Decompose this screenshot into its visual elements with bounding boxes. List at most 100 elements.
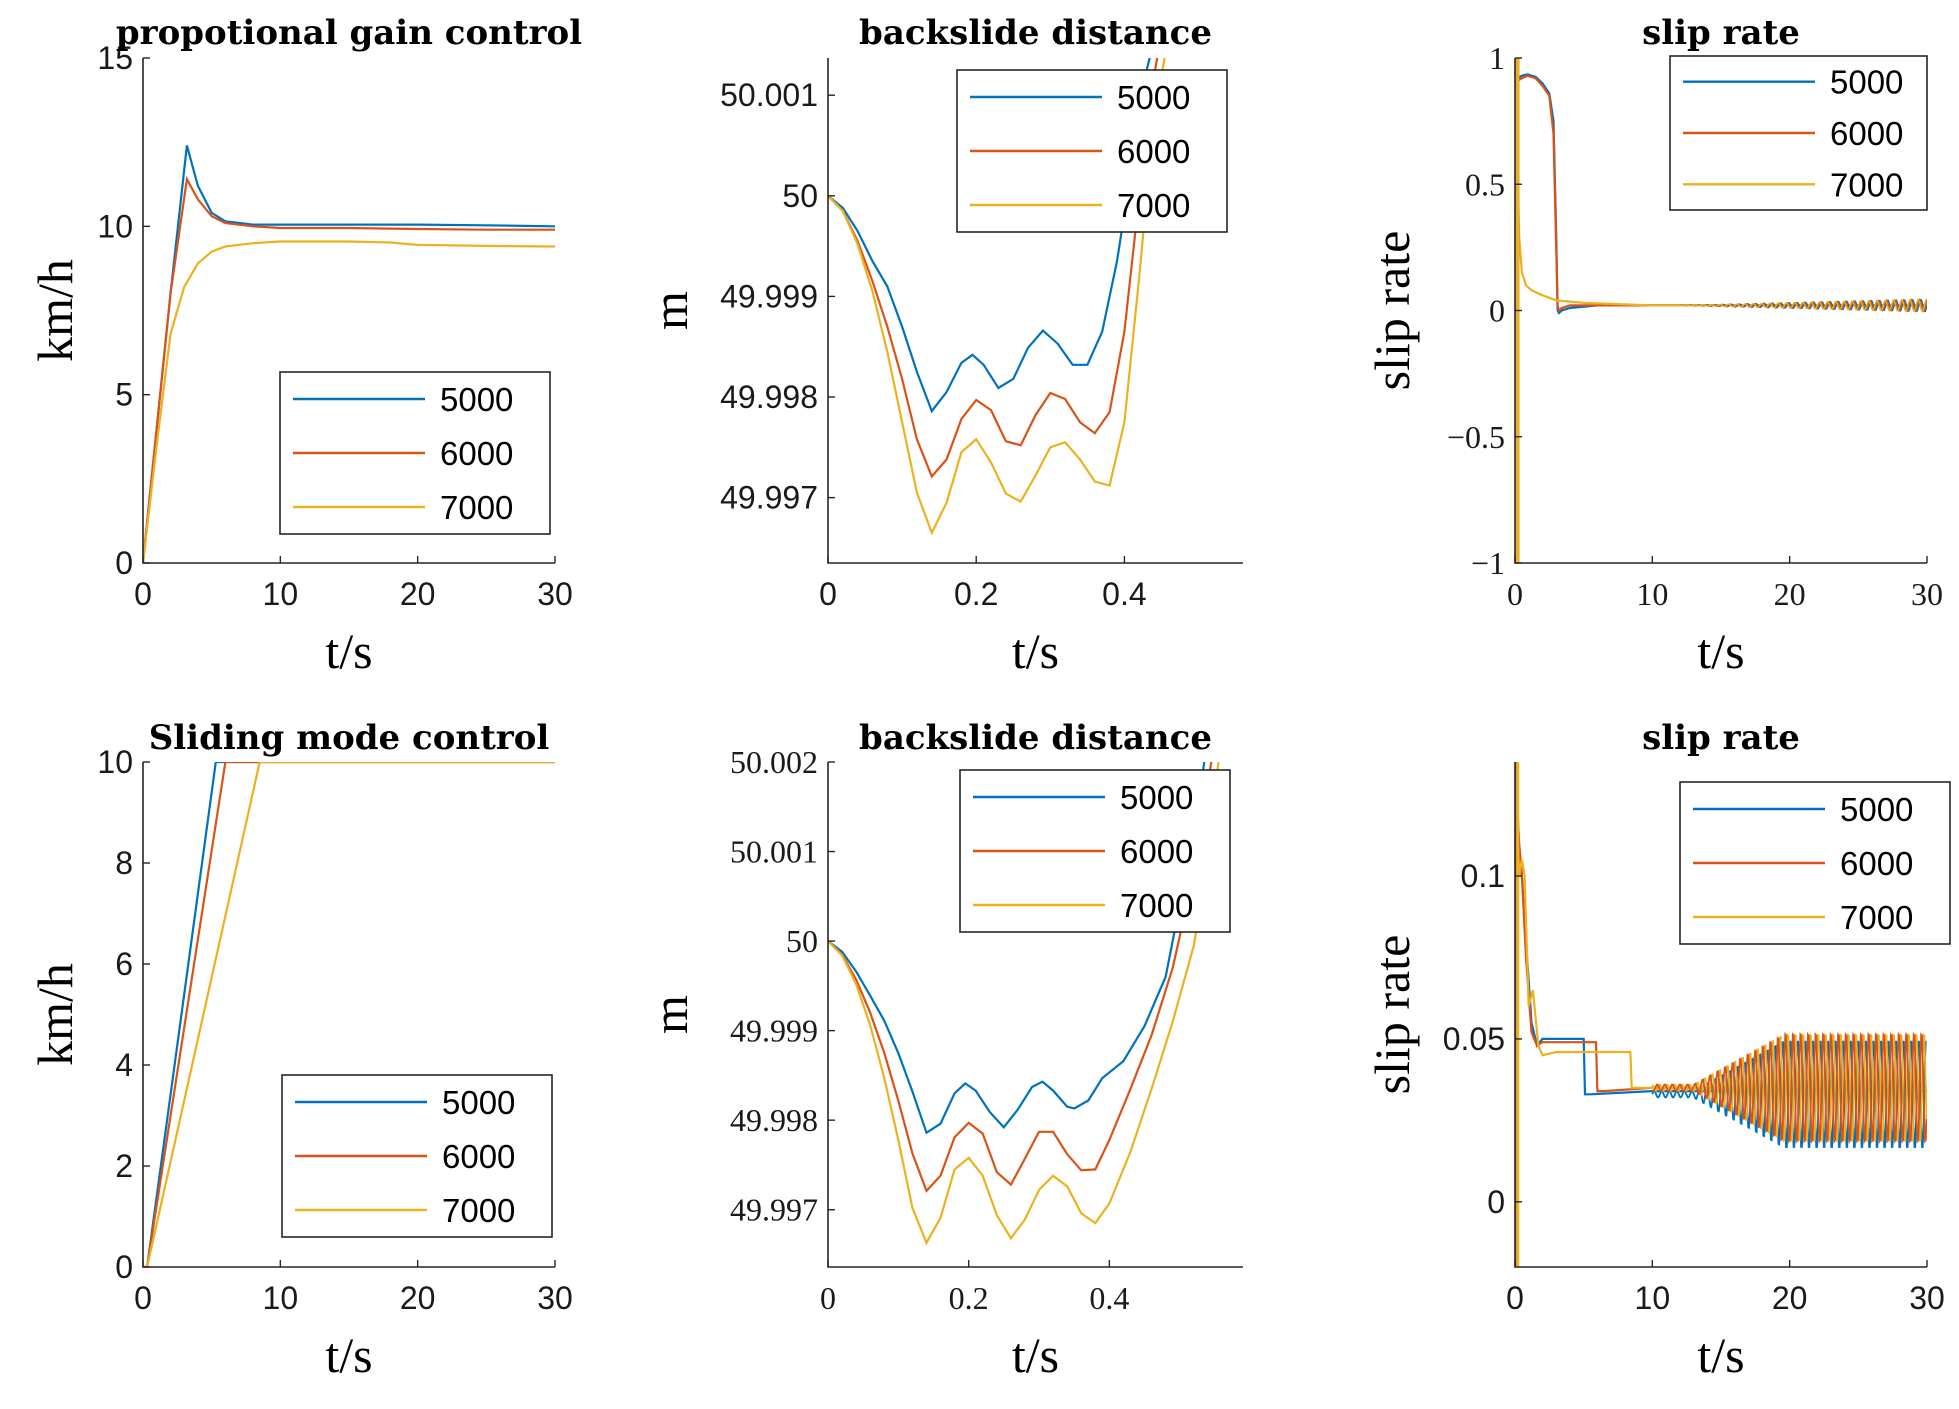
x-tick-label: 0 bbox=[1506, 1280, 1524, 1316]
x-tick-label: 20 bbox=[400, 1280, 436, 1316]
series-line-7000 bbox=[828, 58, 1166, 536]
series-line-6000 bbox=[828, 58, 1159, 479]
y-tick-label: 0 bbox=[115, 1249, 133, 1285]
y-tick-label: 0 bbox=[1487, 1184, 1505, 1220]
y-tick-label: 50.001 bbox=[720, 77, 818, 113]
x-axis-label: t/s bbox=[325, 1327, 372, 1383]
y-tick-label: 0 bbox=[1489, 293, 1505, 329]
y-tick-label: 0.1 bbox=[1461, 858, 1505, 894]
legend-label-5000: 5000 bbox=[1830, 64, 1903, 101]
series-line-5000 bbox=[828, 762, 1206, 1135]
x-tick-label: 0.2 bbox=[954, 576, 998, 612]
legend-label-6000: 6000 bbox=[1830, 115, 1903, 152]
chart-title: slip rate bbox=[1642, 13, 1800, 53]
plot-area bbox=[1515, 762, 1927, 1267]
y-tick-label: 49.999 bbox=[730, 1013, 818, 1049]
legend-label-7000: 7000 bbox=[1117, 187, 1190, 224]
plot-area bbox=[828, 58, 1166, 536]
legend-label-7000: 7000 bbox=[440, 489, 513, 526]
chart-panel-2: 0 0.2 0.4 49.997 49.998 49.999 50 50.001 backsli… bbox=[642, 13, 1243, 679]
x-tick-label: 0.2 bbox=[949, 1280, 989, 1316]
x-tick-label: 0 bbox=[134, 576, 152, 612]
y-tick-label: 2 bbox=[115, 1148, 133, 1184]
y-tick-label: 49.997 bbox=[720, 480, 818, 516]
legend: 5000 6000 7000 bbox=[959, 769, 1231, 933]
legend-label-6000: 6000 bbox=[1120, 833, 1193, 870]
y-tick-label: 49.998 bbox=[720, 379, 818, 415]
legend: 5000 6000 7000 bbox=[279, 371, 551, 535]
x-axis-label: t/s bbox=[1012, 623, 1059, 679]
plot-area bbox=[143, 145, 555, 563]
y-tick-label: 0.5 bbox=[1465, 166, 1505, 202]
x-tick-label: 0.4 bbox=[1102, 576, 1146, 612]
series-line-5000 bbox=[828, 58, 1151, 414]
y-axis-label: m bbox=[642, 291, 698, 330]
chart-title: backslide distance bbox=[859, 718, 1212, 758]
y-tick-label: 50 bbox=[782, 178, 818, 214]
series-line-6000 bbox=[143, 175, 555, 563]
legend-label-7000: 7000 bbox=[1120, 887, 1193, 924]
legend-label-6000: 6000 bbox=[1840, 845, 1913, 882]
x-tick-label: 30 bbox=[1909, 1280, 1945, 1316]
x-tick-label: 30 bbox=[1911, 576, 1943, 612]
y-tick-label: 10 bbox=[97, 744, 133, 780]
y-axis-label: m bbox=[642, 995, 698, 1034]
y-axis-label: slip rate bbox=[1364, 935, 1420, 1095]
oscillation-5000 bbox=[1679, 298, 1927, 313]
series-line-7000 bbox=[143, 240, 555, 563]
y-axis-label: km/h bbox=[27, 963, 83, 1066]
series-line-7000 bbox=[828, 762, 1220, 1246]
legend-label-5000: 5000 bbox=[1120, 779, 1193, 816]
legend-label-7000: 7000 bbox=[1840, 899, 1913, 936]
plot-area bbox=[143, 762, 555, 1267]
legend-label-6000: 6000 bbox=[442, 1138, 515, 1175]
y-tick-label: 15 bbox=[97, 40, 133, 76]
x-tick-label: 0 bbox=[134, 1280, 152, 1316]
y-axis-label: km/h bbox=[27, 259, 83, 362]
x-tick-label: 10 bbox=[263, 576, 299, 612]
legend: 5000 6000 7000 bbox=[1679, 781, 1951, 945]
y-tick-label: 50 bbox=[786, 923, 818, 959]
y-tick-label: 49.998 bbox=[730, 1102, 818, 1138]
y-tick-label: 0.05 bbox=[1443, 1021, 1505, 1057]
x-tick-label: 20 bbox=[1772, 1280, 1808, 1316]
legend-label-7000: 7000 bbox=[442, 1192, 515, 1229]
legend-label-5000: 5000 bbox=[440, 381, 513, 418]
y-tick-label: 8 bbox=[115, 845, 133, 881]
y-axis-label: slip rate bbox=[1364, 231, 1420, 391]
y-tick-label: 0 bbox=[115, 545, 133, 581]
legend: 5000 6000 7000 bbox=[1669, 55, 1928, 211]
y-tick-label: 1 bbox=[1489, 40, 1505, 76]
x-tick-label: 0 bbox=[1507, 576, 1523, 612]
x-tick-label: 0 bbox=[820, 1280, 836, 1316]
x-tick-label: 10 bbox=[1636, 576, 1668, 612]
x-axis-label: t/s bbox=[1697, 1327, 1744, 1383]
legend-label-5000: 5000 bbox=[1117, 79, 1190, 116]
chart-title: backslide distance bbox=[859, 13, 1212, 53]
chart-panel-4: 0 10 20 30 0 2 4 6 8 10 Sliding mode control t/s km/… bbox=[27, 718, 573, 1383]
oscillation-7000 bbox=[1679, 298, 1927, 313]
chart-title: propotional gain control bbox=[116, 13, 582, 53]
y-tick-label: 50.002 bbox=[730, 744, 818, 780]
y-tick-label: −1 bbox=[1471, 545, 1505, 581]
legend-label-6000: 6000 bbox=[1117, 133, 1190, 170]
legend-label-6000: 6000 bbox=[440, 435, 513, 472]
y-tick-label: 10 bbox=[97, 208, 133, 244]
series-line-7000 bbox=[143, 762, 555, 1267]
chart-panel-5: 0 0.2 0.4 49.997 49.998 49.999 50 50.001 50.002 b… bbox=[642, 718, 1243, 1383]
legend: 5000 6000 7000 bbox=[281, 1074, 553, 1238]
y-tick-label: 6 bbox=[115, 946, 133, 982]
x-tick-label: 0.4 bbox=[1089, 1280, 1129, 1316]
chart-title: slip rate bbox=[1642, 718, 1800, 758]
y-tick-label: −0.5 bbox=[1447, 419, 1505, 455]
y-tick-label: 5 bbox=[115, 377, 133, 413]
x-tick-label: 10 bbox=[1635, 1280, 1671, 1316]
x-tick-label: 30 bbox=[537, 576, 573, 612]
oscillation-6000 bbox=[1651, 1031, 1927, 1144]
legend: 5000 6000 7000 bbox=[956, 69, 1228, 233]
legend-label-5000: 5000 bbox=[1840, 791, 1913, 828]
x-tick-label: 0 bbox=[819, 576, 837, 612]
